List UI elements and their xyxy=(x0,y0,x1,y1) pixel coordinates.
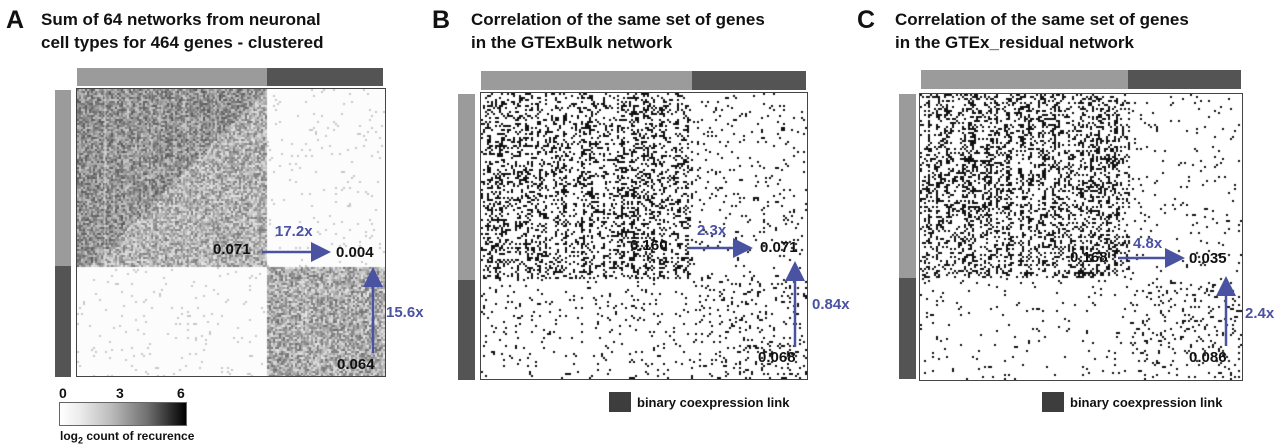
scale-label-suffix: count of recurence xyxy=(83,429,195,443)
panel-letter-b: B xyxy=(432,6,451,34)
panel-b-side-module2-bar xyxy=(458,280,475,380)
panel-c-between-value: 0.035 xyxy=(1189,250,1227,267)
panel-c-fold-vertical: 2.4x xyxy=(1245,305,1275,322)
panel-letter-a: A xyxy=(6,6,25,34)
panel-a-module2-value: 0.064 xyxy=(337,356,375,373)
panel-a-title-line2: cell types for 464 genes - clustered xyxy=(41,33,324,52)
panel-b-side-module1-bar xyxy=(458,94,475,280)
panel-b-fold-horizontal: 2.3x xyxy=(697,222,727,239)
panel-b-within-value: 0.160 xyxy=(630,237,668,254)
panel-a-heatmap-canvas xyxy=(77,89,385,376)
scale-label-prefix: log xyxy=(60,429,78,443)
panel-c-side-module1-bar xyxy=(899,94,916,278)
panel-letter-c: C xyxy=(857,6,876,34)
panel-c-top-module2-bar xyxy=(1128,70,1241,89)
panel-b-title-line2: in the GTExBulk network xyxy=(471,33,673,52)
panel-a-top-module2-bar xyxy=(267,68,383,86)
panel-a-title-line1: Sum of 64 networks from neuronal xyxy=(41,10,321,29)
panel-c-matrix-canvas xyxy=(920,94,1242,380)
panel-b-fold-vertical: 0.84x xyxy=(812,296,850,313)
panel-a-side-module1-bar xyxy=(55,90,71,266)
scale-label-subscript: 2 xyxy=(78,435,84,445)
panel-a-heatmap xyxy=(76,88,386,377)
panel-c-within-value: 0.168 xyxy=(1070,249,1108,266)
panel-b-top-module1-bar xyxy=(481,71,692,90)
panel-b-between-value: 0.071 xyxy=(760,239,798,256)
panel-a-between-value: 0.004 xyxy=(336,244,374,261)
color-scale-label: log2 count of recurence xyxy=(60,430,194,445)
panel-b-legend-swatch xyxy=(609,392,631,412)
panel-b-legend-label: binary coexpression link xyxy=(637,395,790,410)
panel-c-title-line1: Correlation of the same set of genes xyxy=(895,10,1189,29)
scale-tick-min: 0 xyxy=(59,385,67,401)
panel-c-side-module2-bar xyxy=(899,278,916,379)
panel-a-top-module1-bar xyxy=(77,68,267,86)
panel-a-side-module2-bar xyxy=(55,266,71,377)
color-scale-bar xyxy=(59,402,187,426)
panel-c-top-module1-bar xyxy=(921,70,1128,89)
panel-b-matrix xyxy=(480,92,808,380)
panel-c-fold-horizontal: 4.8x xyxy=(1133,235,1163,252)
panel-c-matrix xyxy=(919,93,1243,381)
panel-a-fold-vertical: 15.6x xyxy=(386,304,424,321)
panel-c-module2-value: 0.086 xyxy=(1189,349,1227,366)
panel-c-legend-label: binary coexpression link xyxy=(1070,395,1223,410)
panel-b-top-module2-bar xyxy=(692,71,806,90)
panel-a-within-value: 0.071 xyxy=(213,241,251,258)
panel-b-title-line1: Correlation of the same set of genes xyxy=(471,10,765,29)
panel-b-matrix-canvas xyxy=(481,93,807,379)
panel-b-module2-value: 0.068 xyxy=(758,349,796,366)
scale-tick-max: 6 xyxy=(177,385,185,401)
panel-a-fold-horizontal: 17.2x xyxy=(275,223,313,240)
panel-c-title-line2: in the GTEx_residual network xyxy=(895,33,1135,52)
scale-tick-mid: 3 xyxy=(116,385,124,401)
panel-c-legend-swatch xyxy=(1042,392,1064,412)
